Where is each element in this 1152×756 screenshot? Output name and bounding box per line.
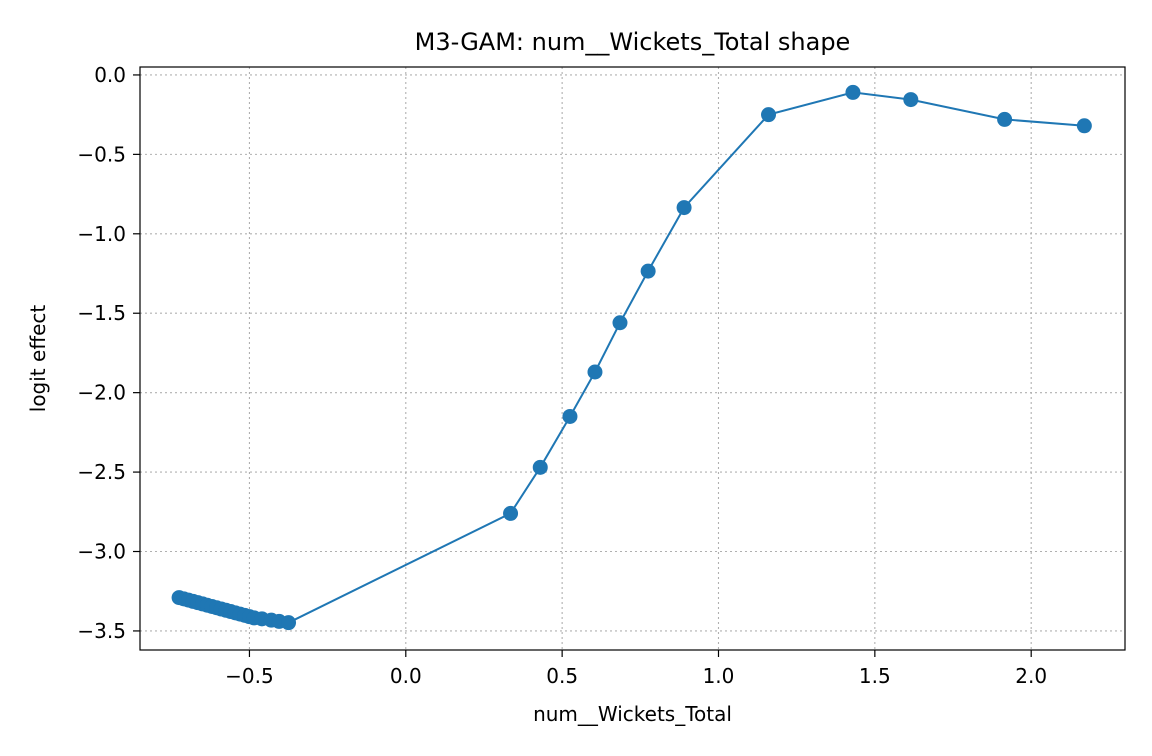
grid-layer xyxy=(140,67,1125,650)
y-tick-label: −3.0 xyxy=(77,540,126,564)
x-tick-label: 2.0 xyxy=(1015,664,1047,688)
y-tick-label: 0.0 xyxy=(94,63,126,87)
data-point xyxy=(612,315,628,331)
y-tick-label: −2.5 xyxy=(77,460,126,484)
data-point xyxy=(997,111,1013,127)
data-point xyxy=(532,459,548,475)
data-point xyxy=(640,263,656,279)
series-layer xyxy=(171,84,1092,631)
y-tick-label: −0.5 xyxy=(77,142,126,166)
data-point xyxy=(281,615,297,631)
y-tick-label: −1.0 xyxy=(77,222,126,246)
data-point xyxy=(587,364,603,380)
y-tick-label: −1.5 xyxy=(77,301,126,325)
x-tick-label: 1.5 xyxy=(859,664,891,688)
x-tick-label: −0.5 xyxy=(225,664,274,688)
data-point xyxy=(761,107,777,123)
tick-layer: −0.5 0.0 0.5 1.0 1.5 2.0 0.0 −0.5 −1.0 −1.5 −2.0 −2… xyxy=(77,63,1047,688)
y-tick-label: −3.5 xyxy=(77,619,126,643)
data-point xyxy=(903,92,919,108)
chart-title: M3-GAM: num__Wickets_Total shape xyxy=(415,28,851,56)
data-point xyxy=(1076,118,1092,134)
data-point xyxy=(562,408,578,424)
y-tick-label: −2.0 xyxy=(77,381,126,405)
x-tick-label: 1.0 xyxy=(703,664,735,688)
data-point xyxy=(676,200,692,216)
data-point xyxy=(845,84,861,100)
x-axis-label: num__Wickets_Total xyxy=(533,702,732,726)
data-point xyxy=(503,505,519,521)
x-tick-label: 0.0 xyxy=(390,664,422,688)
y-axis-label: logit effect xyxy=(26,305,50,413)
series-line xyxy=(178,91,1085,624)
plot-frame xyxy=(139,66,1126,651)
x-tick-label: 0.5 xyxy=(546,664,578,688)
